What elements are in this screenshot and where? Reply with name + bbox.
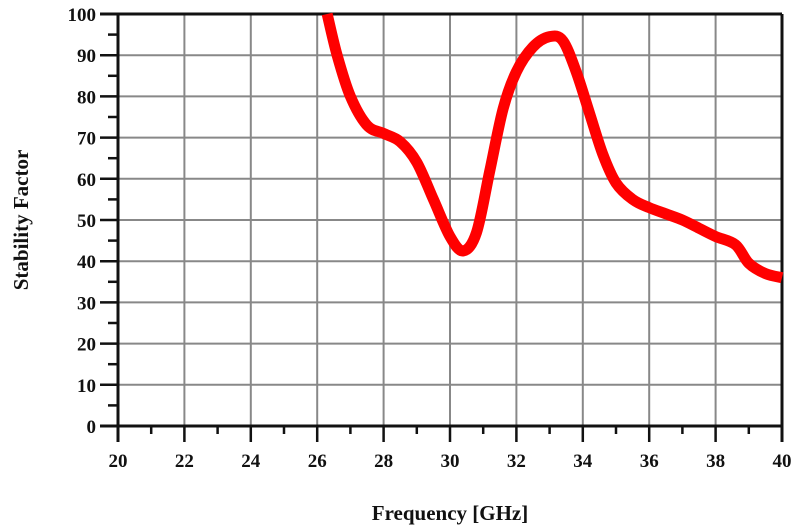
x-tick-label: 30 (441, 451, 460, 472)
x-axis-label: Frequency [GHz] (372, 501, 529, 525)
tick-labels: 0 10 20 30 40 50 60 70 80 90 100 20 22 24 26 28 30 32 34 36… (68, 5, 792, 472)
y-tick-label: 40 (77, 252, 96, 273)
y-tick-label: 10 (77, 376, 96, 397)
y-tick-label: 30 (77, 293, 96, 314)
series-line-stability-factor (321, 12, 784, 284)
x-tick-label: 24 (241, 451, 261, 472)
x-tick-label: 20 (109, 451, 128, 472)
series-layer (321, 12, 784, 284)
x-tick-label: 32 (507, 451, 526, 472)
y-tick-label: 50 (77, 211, 96, 232)
y-tick-label: 60 (77, 170, 96, 191)
y-tick-label: 90 (77, 46, 96, 67)
y-tick-label: 20 (77, 335, 96, 356)
y-tick-label: 0 (87, 417, 97, 438)
x-tick-label: 26 (308, 451, 327, 472)
x-tick-label: 36 (640, 451, 659, 472)
y-tick-label: 100 (68, 5, 97, 26)
y-tick-label: 80 (77, 87, 96, 108)
x-tick-label: 38 (706, 451, 725, 472)
y-tick-label: 70 (77, 129, 96, 150)
x-tick-label: 40 (773, 451, 792, 472)
x-tick-label: 22 (175, 451, 194, 472)
x-tick-label: 34 (573, 451, 593, 472)
y-axis-label: Stability Factor (9, 150, 33, 291)
axes (100, 12, 784, 442)
x-tick-label: 28 (374, 451, 393, 472)
